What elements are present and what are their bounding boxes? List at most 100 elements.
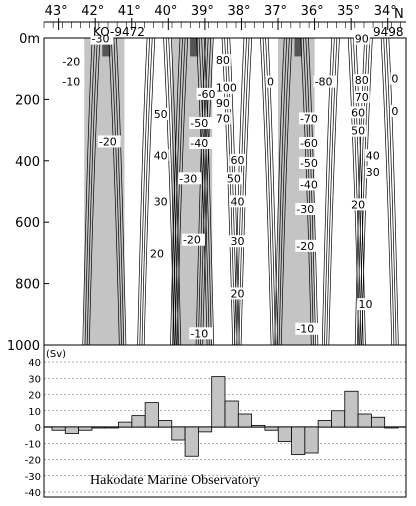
lat-tick-label: 41° xyxy=(118,4,141,19)
transport-bar xyxy=(357,413,372,428)
transport-bar xyxy=(64,426,80,434)
transport-bar xyxy=(291,426,306,456)
contour-label-bg xyxy=(313,75,337,88)
contour-label-bg xyxy=(364,166,381,179)
contour-label-bg xyxy=(214,81,238,94)
contour-label-bg xyxy=(229,153,246,166)
contour-label-bg xyxy=(266,75,276,88)
contour-1-4 xyxy=(137,37,182,346)
bar-y-tick-label: 20 xyxy=(28,391,41,402)
contour-label: -60 xyxy=(198,88,216,101)
contour-label: -40 xyxy=(300,178,318,191)
contour-label: -80 xyxy=(315,76,333,89)
contour-label-bg xyxy=(189,117,213,130)
bar-y-tick-label: -10 xyxy=(25,439,41,450)
contour-label-bg xyxy=(229,287,246,300)
contour-label: 70 xyxy=(216,112,230,125)
contour-label-bg xyxy=(295,239,319,252)
transport-bar xyxy=(91,426,106,429)
contour-2-3 xyxy=(172,37,212,346)
contour-label-bg xyxy=(152,149,169,162)
contour-label: -30 xyxy=(296,203,314,216)
lat-unit-label: N xyxy=(394,7,404,22)
contour-label-bg xyxy=(61,55,85,68)
contour-label-bg xyxy=(295,322,319,335)
transport-bar xyxy=(118,421,133,428)
transport-bar xyxy=(251,424,266,428)
transport-bar xyxy=(224,400,239,428)
contour-label: 0 xyxy=(267,76,274,89)
contour-label: 50 xyxy=(227,172,241,185)
contour-7-4 xyxy=(354,37,399,346)
lat-tick-label: 36° xyxy=(301,4,324,19)
contour-label: 80 xyxy=(355,74,369,87)
contour-label-bg xyxy=(350,198,367,211)
contour-label-bg xyxy=(196,87,220,100)
contour-label-bg xyxy=(61,75,85,88)
contour-6-2 xyxy=(326,37,362,346)
contour-label-bg xyxy=(390,72,400,85)
contour-label-bg xyxy=(181,233,205,246)
transport-bar xyxy=(144,402,159,428)
contour-1-1 xyxy=(143,37,175,346)
contour-label: 60 xyxy=(230,154,244,167)
contour-label-bg xyxy=(178,172,202,185)
contour-label: 80 xyxy=(216,54,230,67)
contour-0-3 xyxy=(84,37,125,346)
contour-label: -50 xyxy=(190,117,208,130)
contour-label: 20 xyxy=(230,287,244,300)
contour-label: 30 xyxy=(366,166,380,179)
contour-label-bg xyxy=(295,202,319,215)
negative-region-2 xyxy=(278,38,315,345)
contour-label-bg xyxy=(353,90,370,103)
contour-label-bg xyxy=(364,149,381,162)
bar-y-tick-label: 0 xyxy=(35,423,41,434)
contour-7-3 xyxy=(357,37,397,346)
contour-7-2 xyxy=(359,37,395,346)
lat-tick-label: 35° xyxy=(337,4,360,19)
core-region-1 xyxy=(190,38,199,57)
transport-bar xyxy=(131,415,146,428)
core-region-0 xyxy=(102,38,111,57)
contour-label: 30 xyxy=(230,235,244,248)
lat-tick-label: 37° xyxy=(264,4,287,19)
transport-bar xyxy=(344,390,359,428)
contour-label-bg xyxy=(298,156,322,169)
transport-bar xyxy=(51,426,66,431)
contour-5-1 xyxy=(280,37,312,346)
bar-y-tick-label: 30 xyxy=(28,374,41,385)
contour-label-bg xyxy=(353,32,370,45)
bar-y-tick-label: 10 xyxy=(28,407,41,418)
contour-label-bg xyxy=(350,124,367,137)
transport-bar xyxy=(277,426,292,443)
transport-bar xyxy=(264,426,279,431)
y-axis-unit-label: (Sv) xyxy=(46,349,66,360)
contour-label: 40 xyxy=(366,149,380,162)
contour-label: 90 xyxy=(216,97,230,110)
lat-tick-label: 39° xyxy=(191,4,214,19)
contour-label-bg xyxy=(298,178,322,191)
contour-label-bg xyxy=(189,327,213,340)
contour-label: 0 xyxy=(391,73,398,86)
contour-label-bg xyxy=(214,97,231,110)
contour-label: 10 xyxy=(358,298,372,311)
depth-tick-label: 200 xyxy=(15,93,40,108)
transport-bar xyxy=(158,420,173,428)
contour-label: -40 xyxy=(190,137,208,150)
contour-label-bg xyxy=(149,247,166,260)
contour-label-bg xyxy=(152,195,169,208)
section-start-label: KO-9472 xyxy=(93,25,145,39)
contour-0-2 xyxy=(86,37,122,346)
contour-label: -60 xyxy=(300,137,318,150)
contour-label-bg xyxy=(152,107,169,120)
contour-label: -10 xyxy=(62,76,80,89)
depth-tick-label: 600 xyxy=(15,216,40,231)
contour-6-1 xyxy=(328,37,360,346)
contour-label: 90 xyxy=(355,33,369,46)
contour-5-2 xyxy=(278,37,314,346)
lat-tick-label: 38° xyxy=(227,4,250,19)
contour-label: -70 xyxy=(300,112,318,125)
contour-label: -20 xyxy=(99,135,117,148)
